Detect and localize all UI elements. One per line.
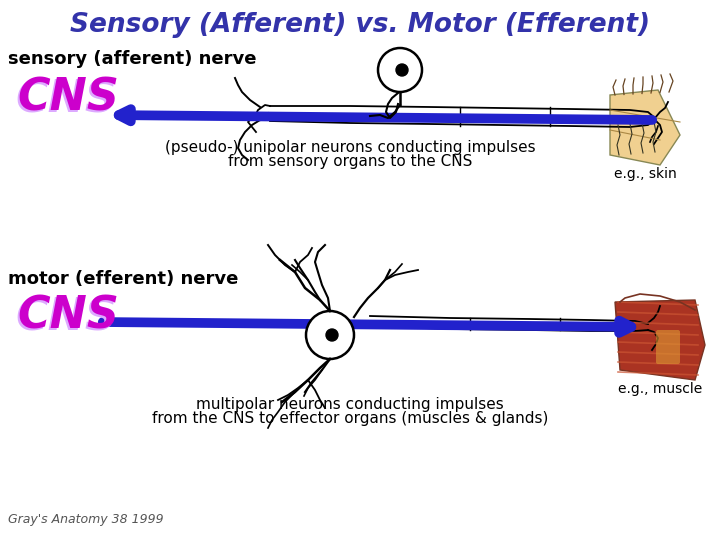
Circle shape bbox=[306, 311, 354, 359]
Text: e.g., skin: e.g., skin bbox=[613, 167, 676, 181]
Text: sensory (afferent) nerve: sensory (afferent) nerve bbox=[8, 50, 256, 68]
Circle shape bbox=[396, 64, 408, 76]
Text: from sensory organs to the CNS: from sensory organs to the CNS bbox=[228, 154, 472, 169]
Text: multipolar neurons conducting impulses: multipolar neurons conducting impulses bbox=[196, 397, 504, 412]
Text: from the CNS to effector organs (muscles & glands): from the CNS to effector organs (muscles… bbox=[152, 411, 548, 426]
Text: motor (efferent) nerve: motor (efferent) nerve bbox=[8, 270, 238, 288]
Text: Sensory (Afferent) vs. Motor (Efferent): Sensory (Afferent) vs. Motor (Efferent) bbox=[70, 12, 650, 38]
Text: CNS: CNS bbox=[17, 294, 119, 338]
Text: CNS: CNS bbox=[15, 78, 117, 122]
Circle shape bbox=[326, 329, 338, 341]
Polygon shape bbox=[615, 300, 705, 380]
Polygon shape bbox=[610, 90, 680, 165]
Text: e.g., muscle: e.g., muscle bbox=[618, 382, 702, 396]
FancyBboxPatch shape bbox=[656, 330, 680, 364]
Text: (pseudo-) unipolar neurons conducting impulses: (pseudo-) unipolar neurons conducting im… bbox=[165, 140, 535, 155]
Circle shape bbox=[378, 48, 422, 92]
Text: CNS: CNS bbox=[17, 77, 119, 119]
Text: CNS: CNS bbox=[15, 296, 117, 340]
Text: Gray's Anatomy 38 1999: Gray's Anatomy 38 1999 bbox=[8, 513, 163, 526]
